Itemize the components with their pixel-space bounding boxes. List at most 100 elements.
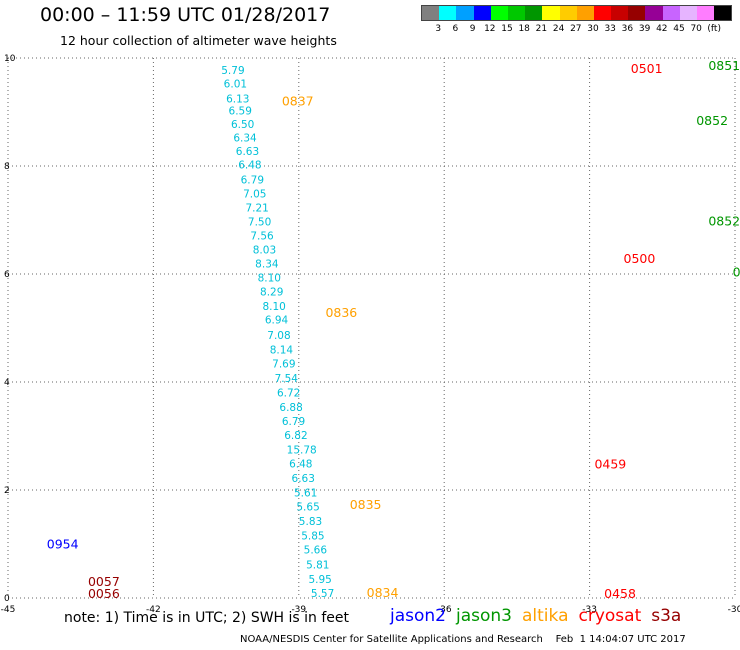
color-scale-label: 15 — [501, 24, 513, 34]
wave-height-point: 8.10 — [258, 273, 281, 285]
color-scale-cell — [542, 6, 560, 20]
color-scale-cell — [507, 6, 526, 20]
wave-height-point: 8.34 — [255, 259, 279, 271]
color-scale-cell — [490, 6, 508, 20]
x-tick-label: -33 — [582, 605, 597, 615]
pass-time-label: 0057 — [88, 574, 120, 589]
pass-time-label: 0500 — [624, 251, 656, 266]
wave-height-point: 7.54 — [275, 373, 299, 385]
chart-title: 00:00 – 11:59 UTC 01/28/2017 — [40, 4, 331, 26]
pass-time-label: 0851 — [708, 58, 740, 73]
legend-item: altika — [522, 606, 569, 626]
pass-time-label: 0459 — [594, 456, 626, 471]
wave-height-point: 7.08 — [267, 330, 290, 342]
color-scale-cell — [645, 6, 663, 20]
color-scale-cell — [473, 6, 491, 20]
wave-height-point: 7.05 — [243, 188, 266, 200]
color-scale-unit: (ft) — [707, 24, 721, 34]
wave-height-point: 5.85 — [301, 531, 324, 543]
wave-height-point: 5.61 — [294, 487, 317, 499]
color-scale-cell — [593, 6, 612, 20]
color-scale-label: 45 — [673, 24, 685, 34]
color-scale-label: 12 — [484, 24, 496, 34]
y-tick-label: 10 — [4, 54, 16, 64]
pass-time-label: 0852 — [696, 113, 728, 128]
wave-height-point: 6.48 — [238, 160, 261, 172]
wave-height-point: 6.13 — [226, 93, 249, 105]
satellite-legend: jason2 jason3 altika cryosat s3a — [390, 606, 681, 626]
color-scale-label: 30 — [587, 24, 599, 34]
y-tick-label: 0 — [4, 594, 10, 604]
pass-time-label: 0835 — [350, 497, 382, 512]
y-tick-label: 8 — [4, 162, 10, 172]
pass-time-label: 0837 — [282, 94, 314, 109]
color-scale-cell — [559, 6, 577, 20]
wave-height-point: 5.95 — [308, 574, 331, 586]
wave-height-point: 5.81 — [306, 559, 329, 571]
wave-height-point: 6.72 — [277, 388, 300, 400]
color-scale-label: 21 — [535, 24, 548, 34]
x-tick-label: -39 — [291, 605, 306, 615]
pass-time-label: 0834 — [367, 585, 399, 600]
color-scale-label: 70 — [690, 24, 702, 34]
wave-height-point: 5.65 — [296, 502, 319, 514]
color-scale-labels: 3 6 9 12 15 18 21 24 27 30 33 36 39 42 45 70 (ft) — [421, 24, 732, 36]
wave-height-point: 6.59 — [229, 106, 252, 118]
wave-height-point: 6.79 — [282, 416, 305, 428]
wave-height-point: 15.78 — [287, 444, 317, 456]
footer-note: note: 1) Time is in UTC; 2) SWH is in fe… — [64, 610, 350, 626]
wave-height-point: 6.94 — [265, 315, 289, 327]
wave-height-point: 5.83 — [299, 516, 322, 528]
color-scale-cell — [611, 6, 629, 20]
pass-time-label: 0056 — [88, 586, 120, 601]
color-scale-cell — [422, 6, 440, 20]
wave-height-point: 5.79 — [221, 65, 244, 77]
wave-height-point: 5.57 — [311, 588, 334, 600]
wave-height-point: 6.34 — [233, 133, 257, 145]
wave-height-point: 7.56 — [250, 230, 274, 242]
color-scale-cell — [697, 6, 715, 20]
x-tick-label: -45 — [1, 605, 16, 615]
pass-time-label: 0501 — [631, 61, 663, 76]
wave-height-point: 8.29 — [260, 287, 283, 299]
color-scale-label: 36 — [621, 24, 634, 34]
legend-item: jason3 — [456, 606, 512, 626]
color-scale-label: 18 — [518, 24, 530, 34]
wave-height-point: 8.03 — [253, 244, 276, 256]
legend-item: jason2 — [390, 606, 446, 626]
wave-height-point: 6.79 — [241, 174, 264, 186]
color-scale-label: 6 — [452, 24, 459, 34]
wave-height-point: 6.88 — [279, 402, 302, 414]
x-tick-label: -30 — [728, 605, 740, 615]
wave-height-point: 6.01 — [224, 79, 247, 91]
wave-height-point: 6.82 — [284, 430, 307, 442]
wave-height-point: 7.21 — [245, 202, 268, 214]
legend-item: cryosat — [578, 606, 642, 626]
color-scale-cell — [576, 6, 594, 20]
color-scale-cell — [525, 6, 543, 20]
color-scale-label: 33 — [604, 24, 616, 34]
color-scale-label: 42 — [656, 24, 668, 34]
color-scale-cells — [421, 5, 733, 21]
wave-height-point: 6.48 — [289, 458, 312, 470]
chart-subtitle: 12 hour collection of altimeter wave hei… — [60, 33, 337, 48]
footer-credit: NOAA/NESDIS Center for Satellite Applica… — [240, 634, 686, 645]
wave-height-point: 8.14 — [270, 344, 294, 356]
x-tick-label: -42 — [146, 605, 161, 615]
wave-height-point: 7.50 — [248, 216, 271, 228]
y-tick-label: 2 — [4, 486, 10, 496]
legend-item: s3a — [651, 606, 682, 626]
wave-height-point: 8.10 — [262, 301, 285, 313]
color-scale-bar: 3 6 9 12 15 18 21 24 27 30 33 36 39 42 45 70 (ft) — [421, 5, 733, 36]
pass-time-label: 0836 — [325, 305, 357, 320]
wave-height-point: 5.66 — [304, 545, 328, 557]
x-tick-label: -36 — [437, 605, 452, 615]
color-scale-cell — [439, 6, 457, 20]
wave-height-point: 6.63 — [292, 473, 315, 485]
y-tick-label: 6 — [4, 270, 10, 280]
wave-height-point: 6.63 — [236, 146, 259, 158]
color-scale-cell — [714, 6, 732, 20]
pass-time-label: 0458 — [604, 586, 636, 601]
wave-height-point: 6.50 — [231, 119, 254, 131]
